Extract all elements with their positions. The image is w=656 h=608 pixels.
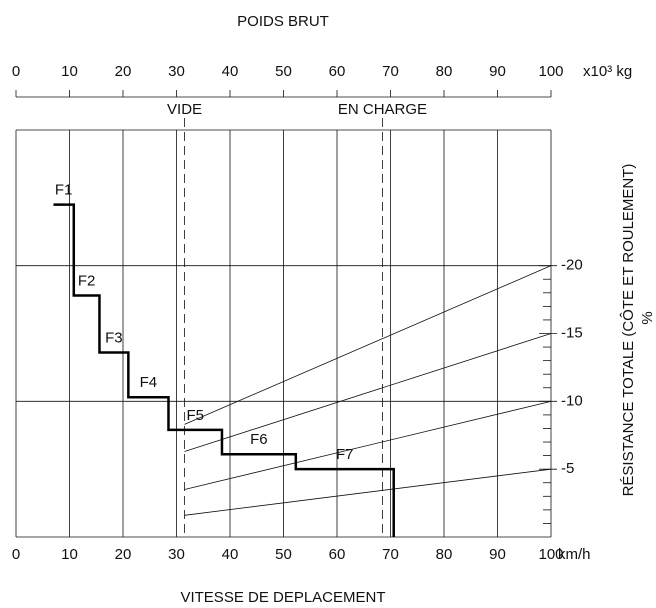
gear-label: F7 (336, 446, 354, 463)
x-tick-label: 20 (115, 546, 132, 563)
gear-label: F3 (105, 329, 123, 346)
gear-label: F4 (140, 374, 158, 391)
top-tick-label: 30 (168, 63, 185, 80)
top-tick-label: 10 (61, 63, 78, 80)
x-tick-label: 30 (168, 546, 185, 563)
grade-line (184, 400, 552, 490)
marker-label: VIDE (167, 101, 202, 118)
x-tick-label: 80 (436, 546, 453, 563)
top-tick-label: 70 (382, 63, 399, 80)
bottom-axis-unit: km/h (558, 546, 591, 563)
top-tick-label: 100 (538, 63, 563, 80)
top-tick-label: 50 (275, 63, 292, 80)
y2-tick-label: -20 (561, 257, 583, 274)
x-tick-label: 40 (222, 546, 239, 563)
grade-line (184, 265, 552, 425)
top-tick-label: 60 (329, 63, 346, 80)
top-tick-label: 0 (12, 63, 20, 80)
gear-label: F1 (55, 182, 73, 199)
right-axis-unit: % (639, 311, 656, 324)
x-tick-label: 90 (489, 546, 506, 563)
grade-line (184, 468, 552, 516)
gear-label: F6 (250, 431, 268, 448)
y2-tick-label: -10 (561, 392, 583, 409)
top-tick-label: 40 (222, 63, 239, 80)
rimpull-curve (53, 203, 395, 537)
x-tick-label: 10 (61, 546, 78, 563)
top-tick-label: 90 (489, 63, 506, 80)
top-tick-label: 20 (115, 63, 132, 80)
x-tick-label: 0 (12, 546, 20, 563)
gear-label: F2 (78, 272, 96, 289)
y2-tick-label: -15 (561, 324, 583, 341)
x-tick-label: 50 (275, 546, 292, 563)
x-tick-label: 60 (329, 546, 346, 563)
right-axis-title: RÉSISTANCE TOTALE (CÔTE ET ROULEMENT) (620, 164, 637, 497)
bottom-axis-title: VITESSE DE DEPLACEMENT (180, 589, 385, 606)
gear-label: F5 (186, 407, 204, 424)
y2-tick-label: -5 (561, 460, 574, 477)
top-tick-label: 80 (436, 63, 453, 80)
grade-line (184, 333, 552, 452)
x-tick-label: 100 (538, 546, 563, 563)
x-tick-label: 70 (382, 546, 399, 563)
top-axis-unit: x10³ kg (583, 63, 632, 80)
marker-label: EN CHARGE (338, 101, 427, 118)
top-axis-title: POIDS BRUT (237, 13, 329, 30)
